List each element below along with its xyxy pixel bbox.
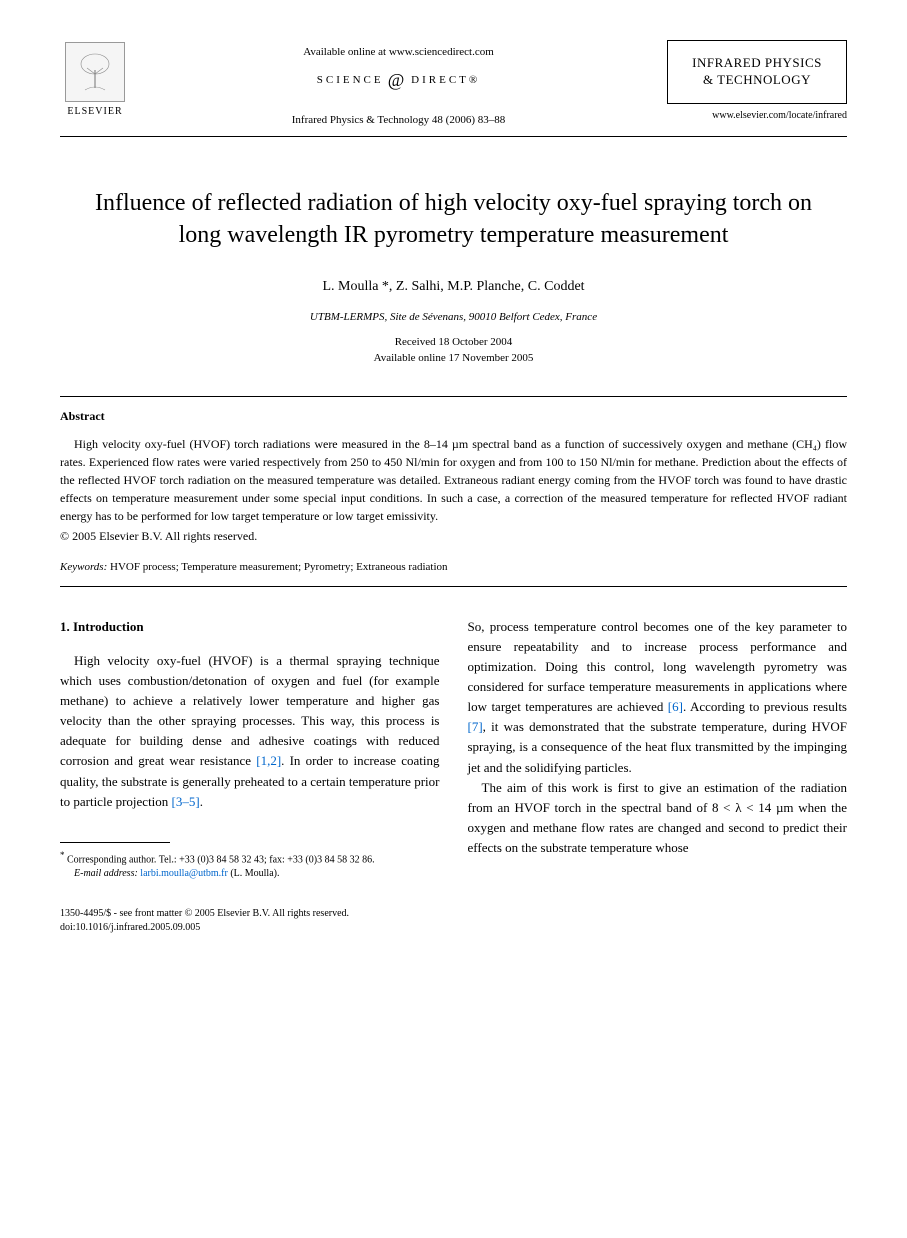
citation-line: Infrared Physics & Technology 48 (2006) …: [130, 112, 667, 129]
intro-p2c: , it was demonstrated that the substrate…: [468, 719, 848, 774]
journal-box: INFRARED PHYSICS & TECHNOLOGY: [667, 40, 847, 104]
affiliation: UTBM-LERMPS, Site de Sévenans, 90010 Bel…: [60, 309, 847, 326]
intro-p1c: .: [200, 794, 203, 809]
journal-title-line2: & TECHNOLOGY: [676, 72, 838, 89]
dates-block: Received 18 October 2004 Available onlin…: [60, 335, 847, 366]
online-date: Available online 17 November 2005: [60, 351, 847, 366]
header-rule: [60, 136, 847, 137]
abstract-body: High velocity oxy-fuel (HVOF) torch radi…: [60, 435, 847, 525]
sd-right: DIRECT®: [411, 74, 480, 86]
authors: L. Moulla *, Z. Salhi, M.P. Planche, C. …: [60, 276, 847, 297]
elsevier-logo: ELSEVIER: [60, 40, 130, 120]
footnote-separator: [60, 842, 170, 843]
footnote-corr: * Corresponding author. Tel.: +33 (0)3 8…: [60, 849, 440, 867]
left-column: 1. Introduction High velocity oxy-fuel (…: [60, 617, 440, 882]
footer-line1: 1350-4495/$ - see front matter © 2005 El…: [60, 907, 847, 921]
body-columns: 1. Introduction High velocity oxy-fuel (…: [60, 617, 847, 882]
keywords-text: HVOF process; Temperature measurement; P…: [107, 561, 447, 573]
footnote-email-line: E-mail address: larbi.moulla@utbm.fr (L.…: [60, 867, 440, 881]
received-date: Received 18 October 2004: [60, 335, 847, 350]
email-link[interactable]: larbi.moulla@utbm.fr: [140, 868, 228, 879]
intro-p1: High velocity oxy-fuel (HVOF) is a therm…: [60, 651, 440, 812]
ref-link-3-5[interactable]: [3–5]: [172, 794, 200, 809]
sd-at-icon: @: [384, 70, 412, 90]
sciencedirect-logo: SCIENCE@DIRECT®: [130, 67, 667, 94]
article-title: Influence of reflected radiation of high…: [80, 187, 827, 252]
email-label: E-mail address:: [74, 868, 138, 879]
intro-p3: The aim of this work is first to give an…: [468, 778, 848, 859]
page-header: ELSEVIER Available online at www.science…: [60, 40, 847, 128]
sd-left: SCIENCE: [317, 74, 384, 86]
abstract-heading: Abstract: [60, 407, 847, 425]
journal-box-wrapper: INFRARED PHYSICS & TECHNOLOGY www.elsevi…: [667, 40, 847, 125]
abstract-top-rule: [60, 396, 847, 397]
header-center: Available online at www.sciencedirect.co…: [130, 40, 667, 128]
right-column: So, process temperature control becomes …: [468, 617, 848, 882]
footnote-corr-text: Corresponding author. Tel.: +33 (0)3 84 …: [67, 854, 375, 865]
page-footer: 1350-4495/$ - see front matter © 2005 El…: [60, 907, 847, 935]
abstract-bottom-rule: [60, 586, 847, 587]
available-online-text: Available online at www.sciencedirect.co…: [130, 44, 667, 61]
journal-url: www.elsevier.com/locate/infrared: [667, 108, 847, 123]
keywords-label: Keywords:: [60, 561, 107, 573]
email-name: (L. Moulla).: [228, 868, 280, 879]
footnote-asterisk-icon: *: [60, 850, 65, 860]
intro-p1a: High velocity oxy-fuel (HVOF) is a therm…: [60, 653, 440, 769]
intro-heading: 1. Introduction: [60, 617, 440, 637]
elsevier-tree-icon: [65, 42, 125, 102]
journal-title-line1: INFRARED PHYSICS: [676, 55, 838, 72]
abstract-copyright: © 2005 Elsevier B.V. All rights reserved…: [60, 527, 847, 545]
intro-p2: So, process temperature control becomes …: [468, 617, 848, 778]
footer-line2: doi:10.1016/j.infrared.2005.09.005: [60, 921, 847, 935]
intro-p2b: . According to previous results: [683, 699, 847, 714]
ref-link-1-2[interactable]: [1,2]: [256, 753, 281, 768]
ref-link-7[interactable]: [7]: [468, 719, 483, 734]
ref-link-6[interactable]: [6]: [668, 699, 683, 714]
elsevier-label: ELSEVIER: [67, 104, 122, 119]
footnote-block: * Corresponding author. Tel.: +33 (0)3 8…: [60, 849, 440, 881]
keywords-line: Keywords: HVOF process; Temperature meas…: [60, 559, 847, 576]
